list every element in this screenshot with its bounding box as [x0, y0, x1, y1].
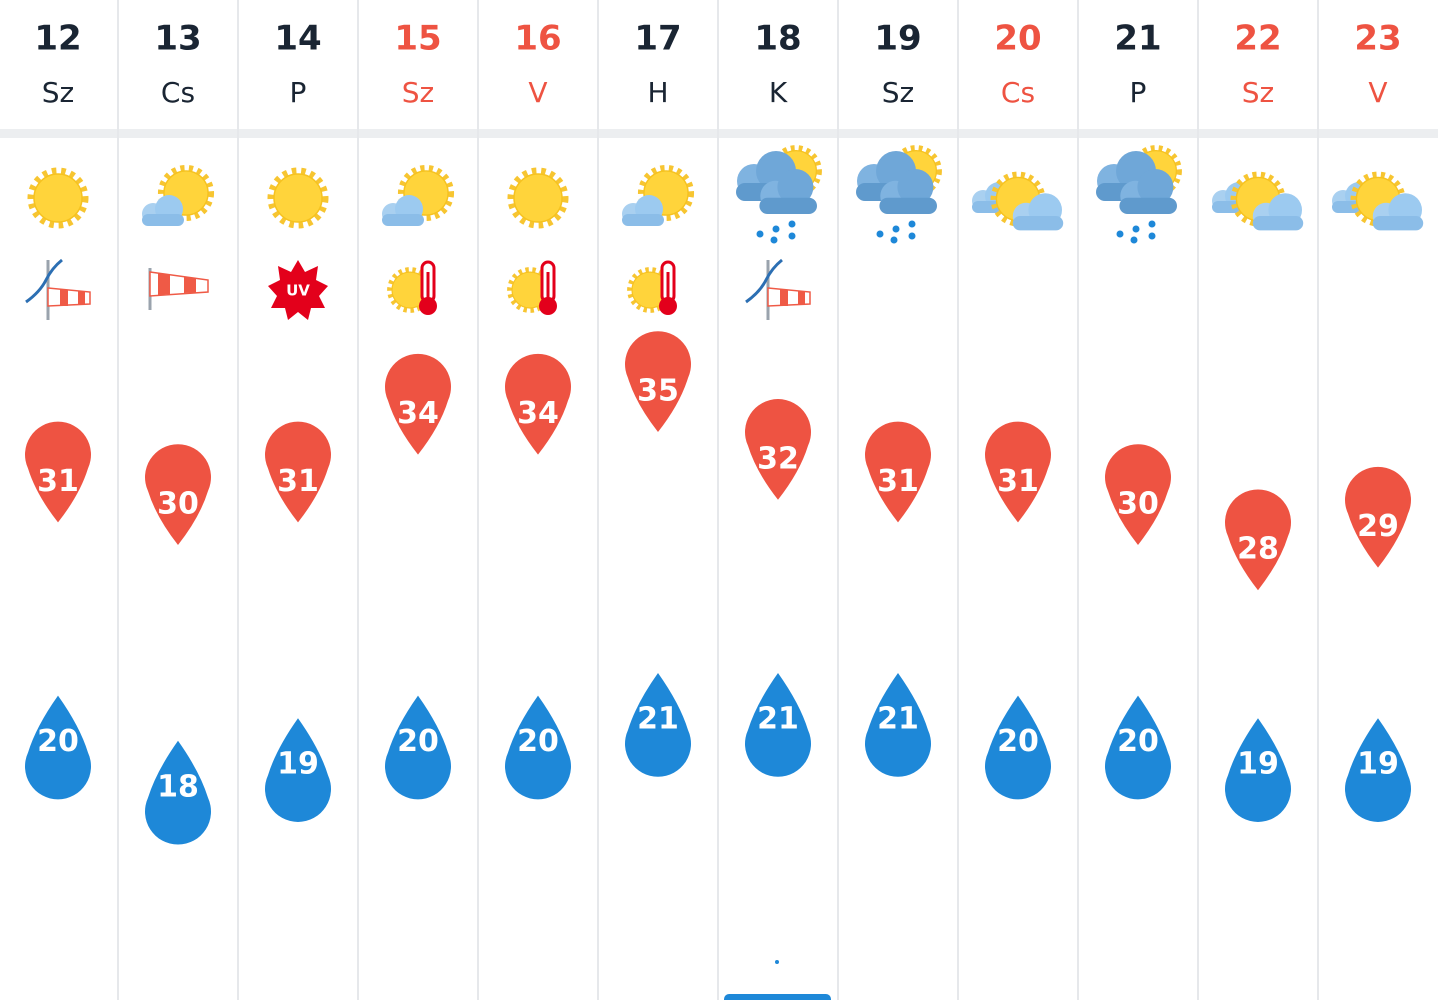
- weather-icon: [511, 171, 565, 225]
- min-temp: 21: [757, 702, 799, 737]
- date: 21: [1114, 19, 1161, 59]
- weekday: Cs: [1001, 76, 1035, 109]
- weather-icon: [271, 171, 325, 225]
- weekday: H: [647, 76, 668, 109]
- day-column: 20 Cs 31 20: [985, 19, 1051, 800]
- wind-warning: [744, 258, 812, 322]
- min-temp: 19: [1357, 747, 1399, 782]
- date: 16: [514, 19, 561, 59]
- wind-warning: [24, 258, 92, 322]
- day-column: 17 H 35 21: [625, 19, 691, 777]
- wind-warning: [148, 266, 210, 312]
- weather-icon: [856, 148, 939, 243]
- date: 18: [754, 19, 801, 59]
- weekday: V: [528, 76, 547, 109]
- date: 14: [274, 19, 321, 59]
- date: 23: [1354, 19, 1401, 59]
- weekday: V: [1368, 76, 1387, 109]
- max-temp: 30: [157, 487, 199, 522]
- weather-icon: [142, 168, 211, 226]
- warning-icons: UV: [24, 258, 812, 322]
- weekday: K: [769, 76, 788, 109]
- weather-icon: [31, 171, 85, 225]
- date: 15: [394, 19, 441, 59]
- weather-icon: [1096, 148, 1179, 243]
- min-temp: 19: [1237, 747, 1279, 782]
- min-temp: 20: [1117, 724, 1159, 759]
- max-temp: 31: [877, 464, 919, 499]
- max-temp: 31: [37, 464, 79, 499]
- weather-icon: [736, 148, 819, 243]
- min-temp: 20: [37, 724, 79, 759]
- date: 13: [154, 19, 201, 59]
- uv-label: UV: [286, 282, 310, 300]
- weekday: P: [1130, 76, 1147, 109]
- max-temp: 31: [277, 464, 319, 499]
- weekday: Sz: [402, 76, 434, 109]
- day-column: 12 Sz 31 20: [25, 19, 91, 800]
- date: 19: [874, 19, 921, 59]
- day-column: 21 P 30 20: [1105, 19, 1171, 800]
- weekday: P: [290, 76, 307, 109]
- max-temp: 34: [517, 396, 559, 431]
- max-temp: 32: [757, 441, 799, 476]
- date: 12: [34, 19, 81, 59]
- heat-warning: [510, 262, 557, 315]
- date: 17: [634, 19, 681, 59]
- min-temp: 19: [277, 747, 319, 782]
- day-column: 16 V 34 20: [505, 19, 571, 800]
- day-column: 19 Sz 31 21: [865, 19, 931, 777]
- min-temp: 21: [637, 702, 679, 737]
- min-temp: 21: [877, 702, 919, 737]
- max-temp: 35: [637, 374, 679, 409]
- weather-icons: [31, 148, 1423, 243]
- weekday: Sz: [882, 76, 914, 109]
- max-temp: 30: [1117, 487, 1159, 522]
- day-column: 23 V 29 19: [1345, 19, 1411, 822]
- day-column: 18 K 32 21: [745, 19, 811, 777]
- date: 22: [1234, 19, 1281, 59]
- scroll-indicator[interactable]: [724, 994, 831, 1000]
- weather-icon: [1332, 175, 1423, 231]
- date: 20: [994, 19, 1041, 59]
- max-temp: 34: [397, 396, 439, 431]
- day-column: 22 Sz 28 19: [1225, 19, 1291, 822]
- weekday: Sz: [42, 76, 74, 109]
- weekday: Cs: [161, 76, 195, 109]
- weather-icon: [972, 175, 1063, 231]
- max-temp: 31: [997, 464, 1039, 499]
- weather-icon: [382, 168, 451, 226]
- scroll-dot: [775, 960, 779, 964]
- max-temp: 29: [1357, 509, 1399, 544]
- weather-icon: [1212, 175, 1303, 231]
- day-column: 13 Cs 30 18: [145, 19, 211, 845]
- min-temp: 18: [157, 769, 199, 804]
- heat-warning: [630, 262, 677, 315]
- max-temp: 28: [1237, 532, 1279, 567]
- min-temp: 20: [997, 724, 1039, 759]
- day-column: 15 Sz 34 20: [385, 19, 451, 800]
- weekday: Sz: [1242, 76, 1274, 109]
- weather-icon: [622, 168, 691, 226]
- min-temp: 20: [517, 724, 559, 759]
- heat-warning: [390, 262, 437, 315]
- day-column: 14 P 31 19: [265, 19, 331, 822]
- min-temp: 20: [397, 724, 439, 759]
